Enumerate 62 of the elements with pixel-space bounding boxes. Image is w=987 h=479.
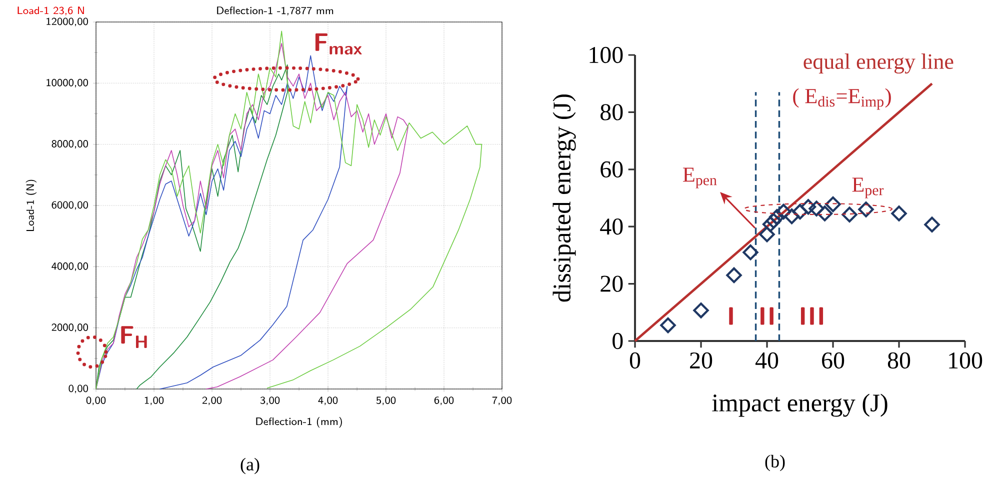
y-tick-label: 60: [600, 161, 623, 178]
x-tick-label: 80: [888, 352, 910, 369]
x-tick-label: 1,00: [144, 396, 164, 406]
point: [924, 216, 940, 232]
point: [800, 199, 816, 215]
x-tick-label: 20: [690, 352, 712, 369]
y-tick-label: 4000,00: [52, 262, 88, 271]
x-axis-title: Deflection-1 (mm): [256, 416, 342, 428]
point: [776, 204, 792, 220]
x-tick-label: 60: [822, 352, 844, 369]
point: [891, 206, 907, 222]
x-tick-label: 0: [630, 352, 640, 369]
x-tick-label: 6,00: [434, 396, 454, 406]
x-tick-label: 5,00: [376, 396, 396, 406]
point: [726, 267, 742, 284]
y-tick-label: 12000,00: [46, 18, 88, 26]
point: [693, 302, 709, 318]
y-tick-label: 80: [600, 104, 623, 120]
series-label: equal energy line: [804, 54, 954, 74]
y-tick-label: 6000,00: [52, 201, 88, 210]
point: [825, 196, 841, 212]
line-series: [96, 55, 348, 390]
line-series: [96, 64, 288, 390]
y-tick-label: 0,00: [68, 384, 88, 394]
point: [808, 200, 824, 216]
annotation: III: [800, 307, 824, 325]
annotation: I: [729, 307, 733, 325]
point: [858, 202, 874, 218]
x-tick-label: 3,00: [260, 396, 280, 406]
y-axis-title: dissipated energy (J): [552, 94, 576, 302]
x-axis-title: impact energy (J): [712, 394, 888, 417]
point: [742, 244, 758, 260]
text: Load-1 23,6 N: [18, 6, 84, 16]
annotation: II: [760, 307, 774, 325]
y-tick-label: 0: [612, 332, 623, 350]
point: [784, 208, 800, 224]
text: (b): [765, 454, 785, 472]
text: (a): [240, 458, 260, 474]
annotation: E$_{per}$: [852, 178, 884, 198]
x-tick-label: 0,00: [86, 396, 106, 406]
y-tick-label: 10000,00: [46, 78, 88, 88]
annotation: F$_{H}$: [121, 326, 147, 348]
y-tick-label: 2000,00: [52, 324, 88, 332]
annotation: F$_{max}$: [315, 33, 362, 55]
point: [842, 206, 858, 222]
x-tick-label: 100: [949, 352, 982, 369]
point: [759, 226, 775, 242]
point: [660, 317, 676, 334]
y-tick-label: 100: [590, 46, 623, 64]
y-axis-title: Load-1 (N): [26, 180, 36, 232]
x-tick-label: 7,00: [492, 396, 512, 406]
y-tick-label: 8000,00: [52, 140, 88, 149]
x-tick-label: 2,00: [202, 396, 222, 406]
text: Deflection-1 -1,7877 mm: [217, 6, 334, 16]
point: [792, 204, 808, 220]
y-tick-label: 20: [600, 276, 623, 292]
x-tick-label: 40: [755, 352, 778, 369]
annotation: E$_{pen}$: [682, 168, 717, 188]
annotation: ( E$_{dis}$=E$_{imp}$): [793, 88, 891, 110]
point: [816, 206, 833, 222]
x-tick-label: 4,00: [318, 396, 338, 406]
y-tick-label: 40: [600, 218, 623, 235]
